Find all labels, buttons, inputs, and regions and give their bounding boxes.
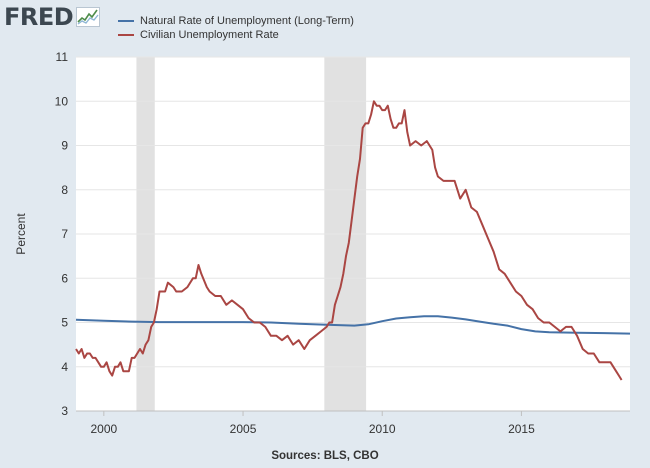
y-tick-label-5: 5 (61, 316, 68, 330)
legend-label-natural-rate: Natural Rate of Unemployment (Long-Term) (140, 15, 354, 27)
y-axis-ticks: 3 4 5 6 7 8 9 10 11 (55, 50, 69, 418)
legend-item-unemployment-rate: Civilian Unemployment Rate (118, 28, 354, 42)
y-tick-label-11: 11 (56, 50, 69, 64)
y-tick-label-10: 10 (55, 94, 69, 108)
y-tick-label-7: 7 (61, 227, 68, 241)
fred-graph-icon (76, 7, 101, 27)
x-tick-label-2010: 2010 (369, 422, 396, 436)
y-tick-label-8: 8 (61, 183, 68, 197)
y-axis-label: Percent (14, 213, 28, 255)
fred-logo-text: FRED (4, 3, 74, 31)
series-lines (75, 100, 631, 381)
series-line-natural-rate (75, 315, 631, 335)
x-axis-ticks: 2000 2005 2010 2015 (90, 411, 535, 436)
legend-swatch-natural-rate (118, 20, 134, 22)
y-tick-label-4: 4 (61, 360, 68, 374)
legend-label-unemployment-rate: Civilian Unemployment Rate (140, 29, 279, 41)
y-tick-label-9: 9 (61, 139, 68, 153)
legend-swatch-unemployment-rate (118, 34, 134, 36)
series-line-unemployment-rate (75, 100, 623, 381)
x-tick-label-2000: 2000 (90, 422, 117, 436)
y-tick-label-3: 3 (61, 404, 68, 418)
x-tick-label-2005: 2005 (230, 422, 257, 436)
chart-legend: Natural Rate of Unemployment (Long-Term)… (118, 14, 354, 42)
y-tick-label-6: 6 (61, 271, 68, 285)
fred-logo[interactable]: FRED (4, 3, 101, 31)
legend-item-natural-rate: Natural Rate of Unemployment (Long-Term) (118, 14, 354, 28)
chart-source-note: Sources: BLS, CBO (271, 450, 379, 462)
x-tick-label-2015: 2015 (508, 422, 535, 436)
